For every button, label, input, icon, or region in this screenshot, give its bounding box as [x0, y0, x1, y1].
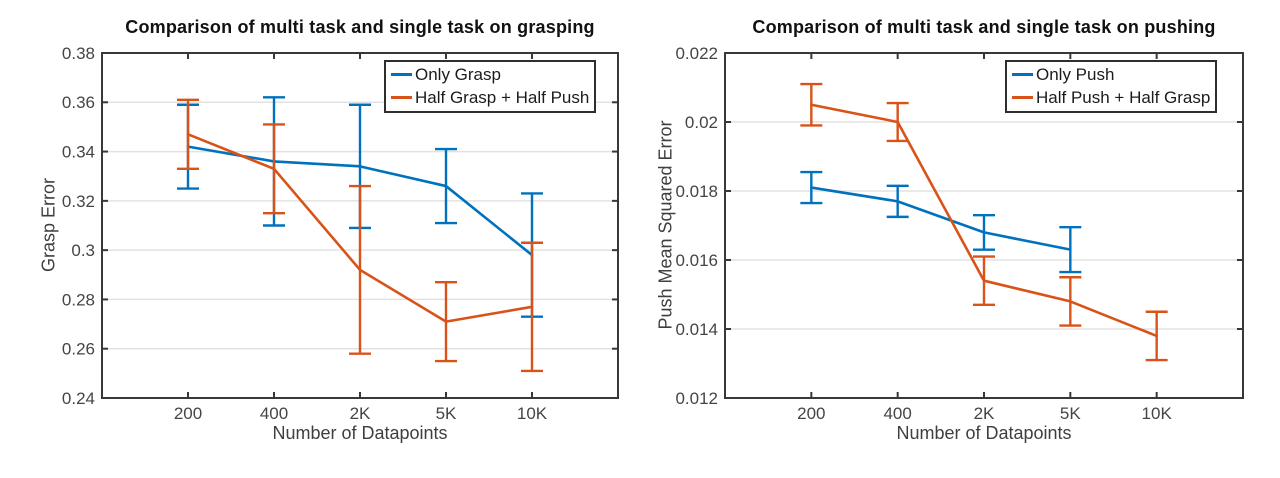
y-tick-label: 0.3	[71, 241, 95, 260]
tick-labels: 200 400 2K 5K 10K 0.24 0.26 0.28 0.3 0.32 0.34 0.36…	[62, 44, 548, 423]
data-line	[810, 186, 1072, 251]
legend-label: Only Push	[1036, 64, 1115, 84]
series-half-push-half-grasp	[800, 82, 1168, 362]
y-tick-label: 0.022	[675, 44, 718, 63]
y-tick-label: 0.014	[675, 320, 718, 339]
series-only-push	[800, 170, 1082, 274]
y-tick-label: 0.24	[62, 389, 95, 408]
error-bars	[800, 170, 1082, 274]
legend-label: Half Grasp + Half Push	[415, 87, 590, 107]
legend-line-swatch	[1012, 96, 1033, 99]
legend-line-swatch	[1012, 73, 1033, 76]
x-tick-label: 5K	[436, 404, 457, 423]
y-tick-label: 0.018	[675, 182, 718, 201]
chart-0: 200 400 2K 5K 10K 0.24 0.26 0.28 0.3 0.32 0.34 0.36…	[62, 44, 619, 423]
x-tick-label: 10K	[517, 404, 548, 423]
y-tick-label: 0.28	[62, 290, 95, 309]
left-chart-y-axis-label: Grasp Error	[38, 177, 59, 273]
y-tick-label: 0.36	[62, 93, 95, 112]
x-tick-label: 400	[883, 404, 911, 423]
right-chart-title: Comparison of multi task and single task…	[752, 17, 1216, 37]
legend-item-half-push-half-grasp: Half Push + Half Grasp	[1012, 86, 1210, 109]
legend-label: Only Grasp	[415, 64, 501, 84]
y-tick-label: 0.02	[685, 113, 718, 132]
legend-item-only-push: Only Push	[1012, 63, 1210, 86]
legend-label: Half Push + Half Grasp	[1036, 87, 1211, 107]
right-chart-y-axis-label: Push Mean Squared Error	[655, 120, 676, 330]
y-tick-label: 0.012	[675, 389, 718, 408]
x-tick-label: 400	[260, 404, 288, 423]
tick-marks	[725, 52, 1243, 399]
legend-line-swatch	[391, 96, 412, 99]
y-tick-label: 0.016	[675, 251, 718, 270]
y-tick-label: 0.32	[62, 192, 95, 211]
x-tick-label: 10K	[1142, 404, 1173, 423]
left-chart-legend: Only Grasp Half Grasp + Half Push	[384, 60, 597, 113]
y-tick-label: 0.26	[62, 340, 95, 359]
tick-labels: 200 400 2K 5K 10K 0.012 0.014 0.016 0.018 0.02 0.0…	[675, 44, 1172, 423]
right-chart-legend: Only Push Half Push + Half Grasp	[1005, 60, 1218, 113]
tick-marks	[102, 52, 618, 399]
x-tick-label: 200	[797, 404, 825, 423]
data-line	[810, 103, 1158, 338]
legend-item-half-grasp-half-push: Half Grasp + Half Push	[391, 86, 589, 109]
data-line	[186, 133, 534, 323]
legend-item-only-grasp: Only Grasp	[391, 63, 589, 86]
x-tick-label: 200	[174, 404, 202, 423]
y-tick-label: 0.38	[62, 44, 95, 63]
right-chart-x-axis-label: Number of Datapoints	[896, 423, 1072, 443]
left-chart-x-axis-label: Number of Datapoints	[272, 423, 448, 443]
legend-line-swatch	[391, 73, 412, 76]
x-tick-label: 2K	[974, 404, 995, 423]
x-tick-label: 2K	[350, 404, 371, 423]
series-half-grasp-half-push	[177, 98, 543, 373]
chart-1: 200 400 2K 5K 10K 0.012 0.014 0.016 0.018 0.02 0.0…	[675, 44, 1244, 423]
y-tick-label: 0.34	[62, 143, 95, 162]
x-tick-label: 5K	[1060, 404, 1081, 423]
left-chart-title: Comparison of multi task and single task…	[125, 17, 595, 37]
